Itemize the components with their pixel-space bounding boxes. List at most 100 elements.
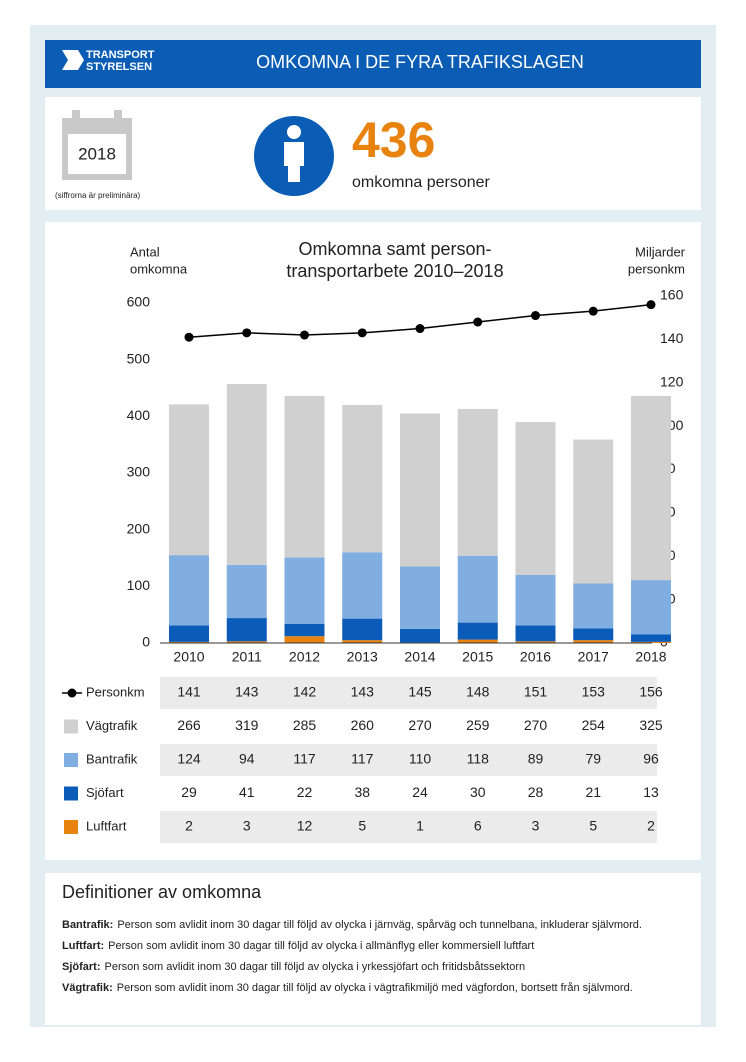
bar-segment <box>631 634 671 642</box>
bar-segment <box>169 641 209 643</box>
table-cell: 260 <box>351 717 375 733</box>
bar-segment <box>400 413 440 567</box>
line-point <box>300 330 309 340</box>
x-tick-label: 2016 <box>520 649 551 665</box>
bar-segment <box>631 580 671 635</box>
table-cell: 266 <box>177 717 201 733</box>
person-head <box>287 125 301 139</box>
bar-segment <box>284 557 325 624</box>
legend-swatch <box>64 786 78 801</box>
definition-text: Person som avlidit inom 30 dagar till fö… <box>117 982 633 994</box>
table-row-bg <box>160 677 657 709</box>
line-point <box>415 324 425 334</box>
bar-segment <box>342 640 383 643</box>
definition-term: Bantrafik: <box>62 919 113 931</box>
bar-segment <box>226 384 267 565</box>
table-cell: 30 <box>470 784 486 800</box>
table-cell: 21 <box>585 784 601 800</box>
table-cell: 2 <box>185 818 193 834</box>
stat-note: (siffrorna är preliminära) <box>55 191 141 200</box>
table-cell: 148 <box>466 684 490 700</box>
table-cell: 29 <box>181 784 197 800</box>
definition: Sjöfart: Person som avlidit inom 30 dagar… <box>62 961 525 973</box>
definition-term: Sjöfart: <box>62 961 101 973</box>
y2-axis-label: Miljarder <box>635 244 686 259</box>
y-tick-label: 100 <box>127 577 151 593</box>
bar-segment <box>226 564 267 619</box>
table-cell: 259 <box>466 717 490 733</box>
bar-segment <box>226 618 267 642</box>
definition-text: Person som avlidit inom 30 dagar till fö… <box>105 961 526 973</box>
bar-segment <box>457 555 498 623</box>
table-cell: 94 <box>239 751 255 767</box>
calendar-tab <box>72 110 80 124</box>
legend-label: Bantrafik <box>86 751 138 766</box>
bar-segment <box>284 623 325 637</box>
table-cell: 1 <box>416 818 424 834</box>
legend-label: Sjöfart <box>86 785 124 800</box>
table-cell: 117 <box>293 751 316 767</box>
definition: Luftfart: Person som avlidit inom 30 daga… <box>62 940 534 952</box>
bar-segment <box>573 439 614 584</box>
legend-swatch <box>64 719 78 734</box>
bar-segment <box>573 640 614 643</box>
legend-label: Vägtrafik <box>86 718 138 733</box>
bar-segment <box>631 641 671 643</box>
bar-segment <box>515 575 556 626</box>
person-body <box>284 142 304 182</box>
table-cell: 145 <box>408 684 432 700</box>
table-cell: 3 <box>243 818 251 834</box>
table-cell: 79 <box>585 751 601 767</box>
table-cell: 270 <box>408 717 432 733</box>
bar-segment <box>169 625 209 642</box>
table-row-bg <box>160 811 657 843</box>
y-tick-label: 200 <box>127 520 151 536</box>
table-cell: 24 <box>412 784 428 800</box>
table-cell: 156 <box>639 684 663 700</box>
legend-swatch <box>64 753 78 767</box>
bar-segment <box>573 583 614 629</box>
table-cell: 141 <box>177 684 201 700</box>
x-tick-label: 2010 <box>173 649 204 665</box>
x-tick-label: 2012 <box>289 649 320 665</box>
legend-marker <box>67 688 77 698</box>
bar-segment <box>342 618 383 641</box>
bar-segment <box>515 625 556 642</box>
table-cell: 13 <box>643 784 659 800</box>
stat-value: 436 <box>352 112 435 168</box>
calendar-page <box>68 134 126 174</box>
definition-text: Person som avlidit inom 30 dagar till fö… <box>108 940 534 952</box>
y2-tick-label: 160 <box>660 287 684 303</box>
table-cell: 285 <box>293 717 317 733</box>
logo-text: STYRELSEN <box>86 61 152 73</box>
table-cell: 3 <box>532 818 540 834</box>
logo-icon <box>62 50 84 70</box>
definition-text: Person som avlidit inom 30 dagar till fö… <box>117 919 642 931</box>
bar-segment <box>457 622 498 640</box>
stat-label: omkomna personer <box>352 174 491 191</box>
stat-card <box>45 97 701 210</box>
bar-segment <box>573 628 614 641</box>
y2-tick-label: 120 <box>660 373 684 389</box>
x-tick-label: 2014 <box>404 649 435 665</box>
x-tick-label: 2018 <box>635 649 666 665</box>
bar-segment <box>169 555 209 626</box>
table-cell: 325 <box>639 717 663 733</box>
x-tick-label: 2011 <box>232 649 262 665</box>
bar-segment <box>515 641 556 643</box>
table-cell: 117 <box>351 751 374 767</box>
line-point <box>588 306 598 316</box>
line-point <box>242 328 252 338</box>
bar-segment <box>457 639 498 643</box>
chart-title: Omkomna samt person- <box>298 239 491 259</box>
legend-swatch <box>64 820 78 834</box>
logo-text: TRANSPORT <box>86 49 155 61</box>
table-cell: 124 <box>177 751 201 767</box>
line-point <box>646 300 656 310</box>
y-tick-label: 300 <box>127 464 151 480</box>
bar-segment <box>515 422 556 575</box>
bar-segment <box>400 566 440 629</box>
y2-tick-label: 140 <box>660 330 684 346</box>
table-cell: 143 <box>351 684 375 700</box>
